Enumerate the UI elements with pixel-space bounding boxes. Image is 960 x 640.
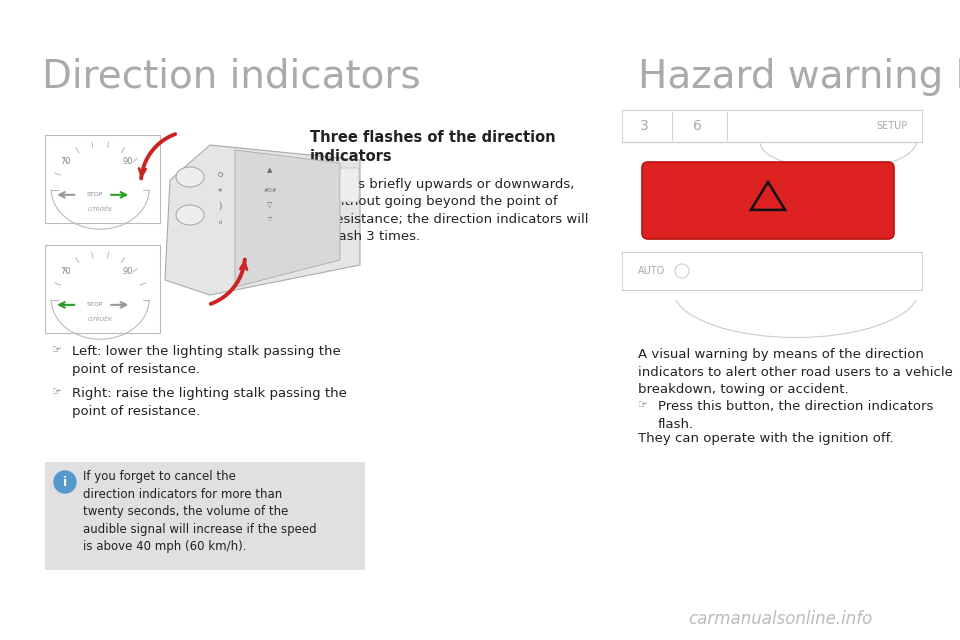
Text: Right: raise the lighting stalk passing the
point of resistance.: Right: raise the lighting stalk passing … [72, 387, 347, 417]
FancyBboxPatch shape [45, 135, 160, 223]
FancyBboxPatch shape [642, 162, 894, 239]
Circle shape [54, 471, 76, 493]
Text: o: o [218, 220, 222, 225]
FancyBboxPatch shape [622, 110, 922, 142]
Text: ): ) [218, 202, 222, 211]
Text: Three flashes of the direction
indicators: Three flashes of the direction indicator… [310, 130, 556, 164]
Text: *: * [218, 188, 222, 196]
Text: AUTO: AUTO [638, 266, 665, 276]
FancyBboxPatch shape [45, 245, 160, 333]
Text: Press this button, the direction indicators
flash.: Press this button, the direction indicat… [658, 400, 933, 431]
Text: Direction indicators: Direction indicators [42, 58, 420, 96]
Text: SETUP: SETUP [876, 121, 907, 131]
Text: ☞: ☞ [52, 345, 62, 355]
Text: ☞: ☞ [52, 387, 62, 397]
Text: CITROËN: CITROËN [87, 317, 112, 323]
Text: A visual warning by means of the direction
indicators to alert other road users : A visual warning by means of the directi… [638, 348, 953, 396]
Text: ▲: ▲ [267, 167, 273, 173]
Text: They can operate with the ignition off.: They can operate with the ignition off. [638, 432, 894, 445]
Text: ▽: ▽ [268, 218, 272, 223]
Text: ▽: ▽ [267, 202, 273, 208]
Text: #O#: #O# [263, 188, 276, 193]
Text: STOP: STOP [86, 193, 103, 197]
Text: 3: 3 [639, 119, 648, 133]
Text: ☞: ☞ [310, 178, 320, 188]
Text: 90: 90 [123, 267, 133, 276]
Text: Press briefly upwards or downwards,
without going beyond the point of
resistance: Press briefly upwards or downwards, with… [330, 178, 588, 243]
Text: If you forget to cancel the
direction indicators for more than
twenty seconds, t: If you forget to cancel the direction in… [83, 470, 317, 553]
Text: i: i [63, 476, 67, 488]
Text: 90: 90 [123, 157, 133, 166]
Text: CITROËN: CITROËN [87, 207, 112, 212]
FancyBboxPatch shape [622, 252, 922, 290]
Ellipse shape [176, 167, 204, 187]
Text: STOP: STOP [86, 302, 103, 307]
Text: 6: 6 [692, 119, 702, 133]
Text: 70: 70 [60, 267, 71, 276]
Polygon shape [235, 150, 340, 287]
Text: Left: lower the lighting stalk passing the
point of resistance.: Left: lower the lighting stalk passing t… [72, 345, 341, 376]
Text: 70: 70 [60, 157, 71, 166]
Text: ☞: ☞ [638, 400, 648, 410]
Text: O: O [217, 172, 223, 178]
Polygon shape [165, 145, 360, 295]
FancyBboxPatch shape [45, 462, 365, 570]
Ellipse shape [176, 205, 204, 225]
Text: Hazard warning lamps: Hazard warning lamps [638, 58, 960, 96]
Text: carmanualsonline.info: carmanualsonline.info [688, 610, 872, 628]
FancyBboxPatch shape [340, 168, 359, 202]
